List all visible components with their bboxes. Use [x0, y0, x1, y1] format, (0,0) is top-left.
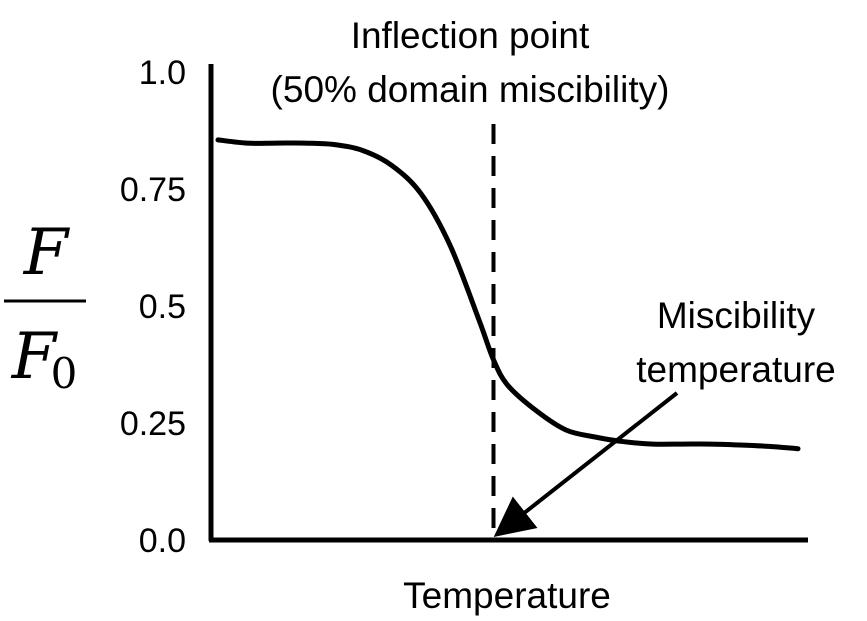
y-label-denominator: F [11, 320, 59, 394]
y-tick-labels: 0.0 0.25 0.5 0.75 1.0 [120, 54, 186, 560]
y-axis-label: F F 0 [4, 216, 86, 398]
series-line [215, 137, 801, 452]
miscibility-arrow [493, 391, 679, 537]
miscibility-annotation-line2: temperature [636, 349, 836, 390]
y-tick-label: 0.0 [139, 522, 186, 560]
y-tick-label: 0.75 [120, 171, 186, 209]
y-label-denominator-subscript: 0 [51, 349, 78, 398]
y-label-numerator: F [23, 216, 71, 290]
inflection-annotation-line1: Inflection point [351, 15, 590, 56]
y-tick-label: 0.25 [120, 405, 186, 443]
miscibility-annotation-line1: Miscibility [657, 295, 816, 336]
y-tick-label: 0.5 [139, 288, 186, 326]
y-tick-label: 1.0 [139, 54, 186, 92]
inflection-annotation-line2: (50% domain miscibility) [271, 69, 670, 110]
x-axis-title: Temperature [403, 575, 611, 616]
